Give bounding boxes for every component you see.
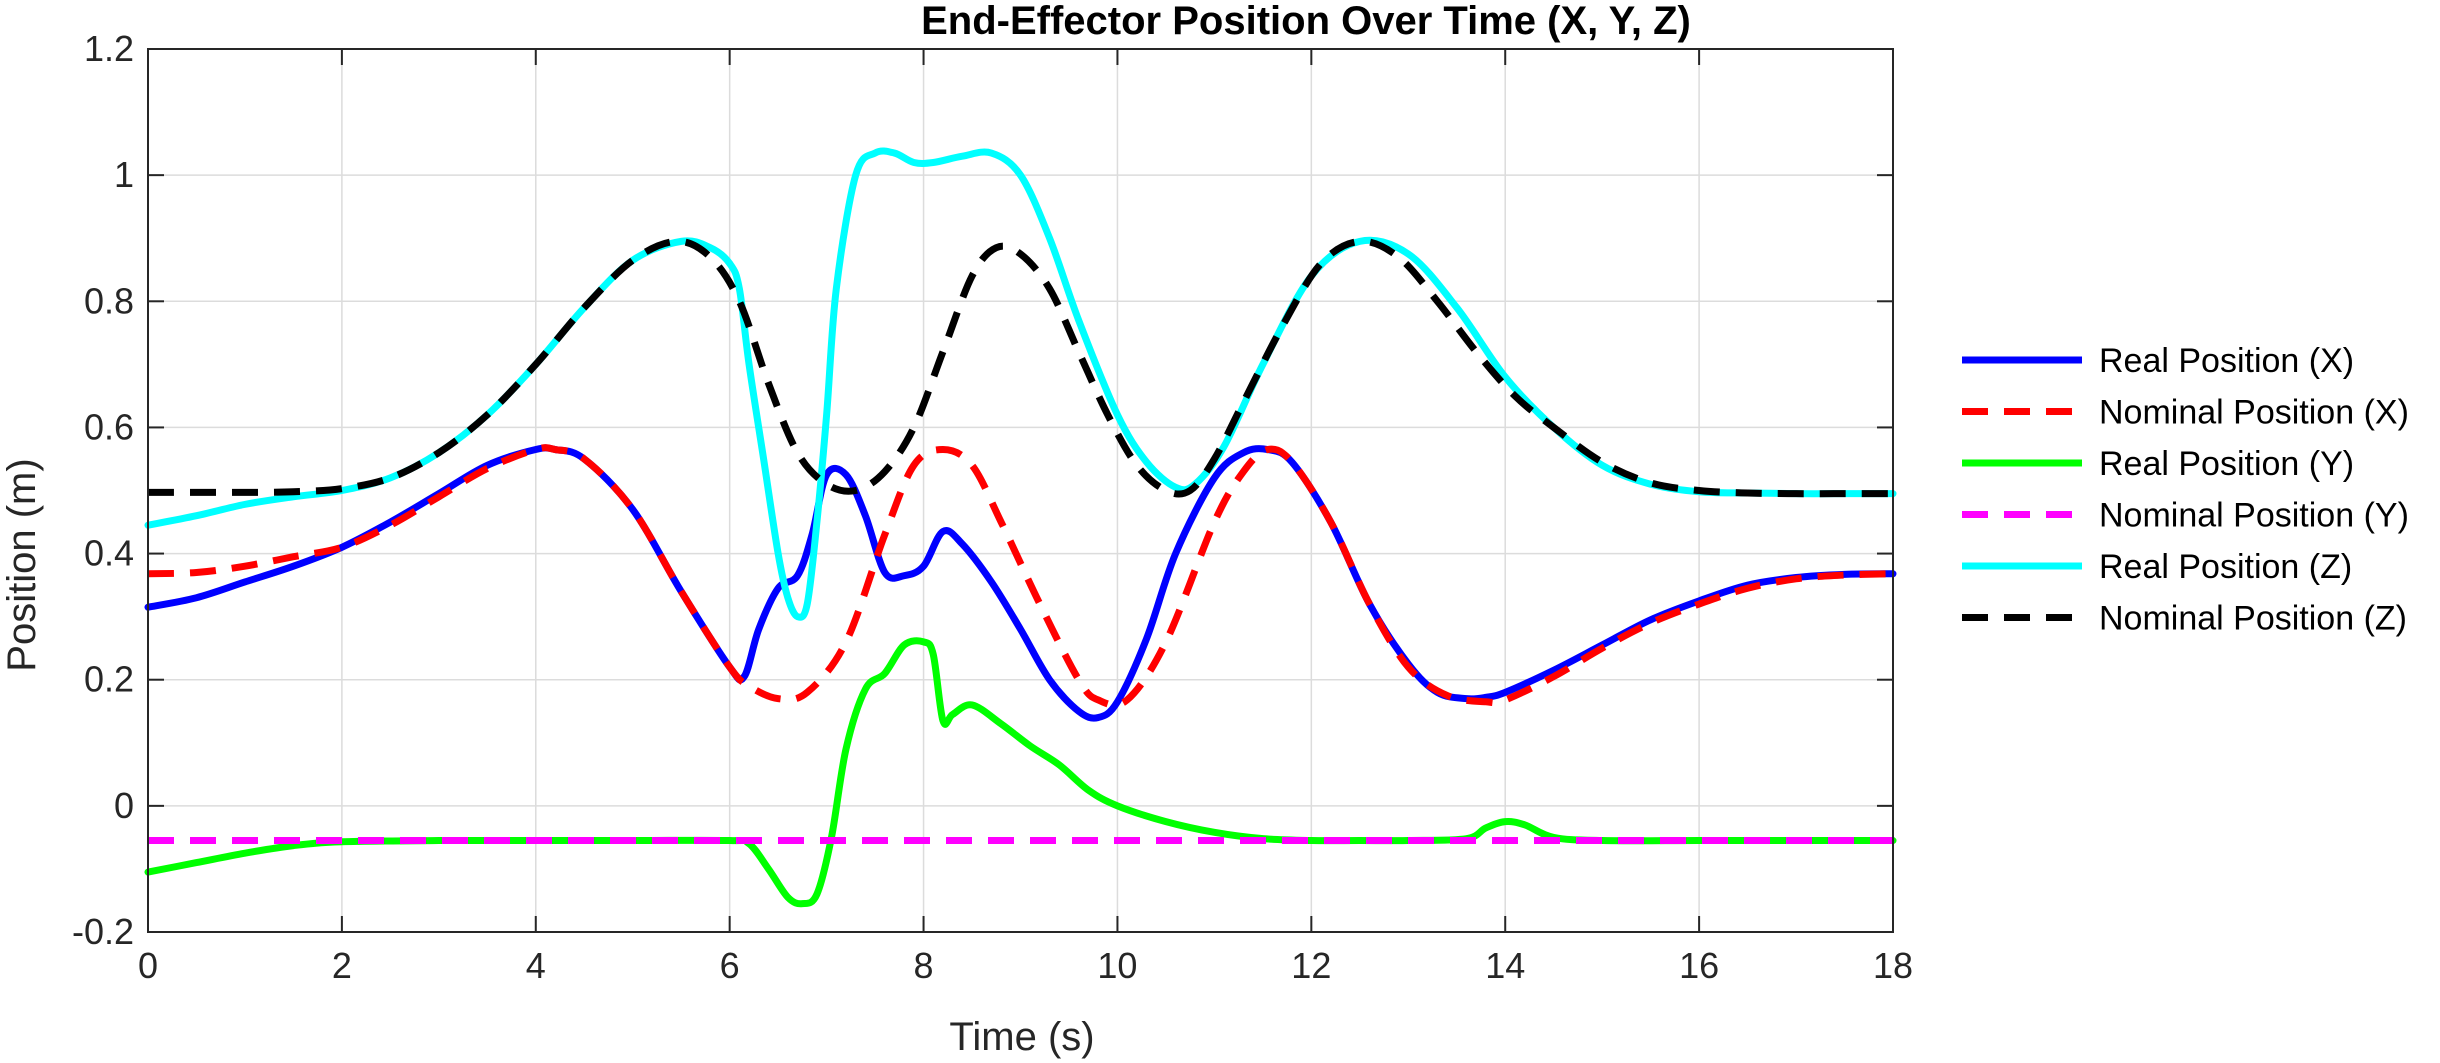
y-tick-label: 0.2 [84, 659, 134, 700]
x-tick-label: 0 [138, 945, 158, 986]
y-tick-label: 0 [114, 785, 134, 826]
legend-label-real-position-y: Real Position (Y) [2099, 445, 2354, 483]
legend-label-nominal-position-z: Nominal Position (Z) [2099, 600, 2407, 638]
x-tick-label: 8 [914, 945, 934, 986]
x-axis-label: Time (s) [949, 1015, 1094, 1059]
y-tick-label: 0.6 [84, 406, 134, 447]
x-tick-label: 16 [1679, 945, 1719, 986]
y-tick-label: 0.8 [84, 280, 134, 321]
axis-ticks: 0 2 4 6 8 10 12 14 16 18-0.200.20.40.60.811.2 [72, 28, 1913, 986]
series-line-nominal-position-x [147, 444, 1894, 709]
chart-title: End-Effector Position Over Time (X, Y, Z… [921, 0, 1691, 43]
y-tick-label: 1 [114, 154, 134, 195]
legend-label-nominal-position-y: Nominal Position (Y) [2099, 497, 2409, 535]
series-line-real-position-z [144, 147, 1897, 621]
series-line-nominal-position-z [148, 237, 1893, 498]
x-tick-label: 4 [526, 945, 546, 986]
x-tick-label: 14 [1485, 945, 1525, 986]
x-tick-label: 2 [332, 945, 352, 986]
y-tick-label: -0.2 [72, 911, 134, 952]
series-line-real-position-x [144, 444, 1897, 722]
axes-frame [147, 48, 1894, 933]
x-tick-label: 12 [1291, 945, 1331, 986]
y-tick-label: 0.4 [84, 533, 134, 574]
legend-label-real-position-x: Real Position (X) [2099, 342, 2354, 380]
x-tick-label: 18 [1873, 945, 1913, 986]
legend-label-nominal-position-x: Nominal Position (X) [2099, 394, 2409, 432]
y-axis-label: Position (m) [0, 458, 44, 671]
x-tick-label: 10 [1097, 945, 1137, 986]
x-tick-label: 6 [720, 945, 740, 986]
y-tick-label: 1.2 [84, 28, 134, 69]
legend: Real Position (X) Nominal Position (X) Rea… [1962, 342, 2409, 638]
plot-series [144, 147, 1897, 908]
legend-label-real-position-z: Real Position (Z) [2099, 548, 2352, 586]
